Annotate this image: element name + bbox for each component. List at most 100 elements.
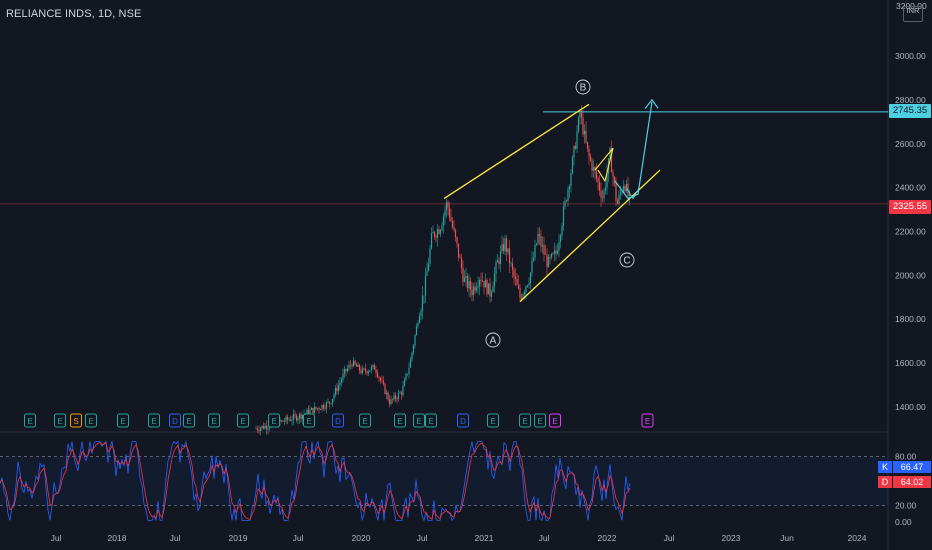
event-marker-d[interactable]: D — [333, 414, 344, 427]
event-marker-text: E — [57, 417, 62, 426]
event-marker-text: E — [428, 417, 433, 426]
time-axis-tick: 2018 — [108, 533, 127, 543]
candle-body — [501, 244, 502, 251]
candle-body — [327, 402, 328, 403]
event-marker-s[interactable]: S — [71, 414, 82, 427]
candle-body — [468, 281, 469, 288]
candle-body — [486, 280, 487, 294]
candle-body — [564, 200, 565, 206]
candle-body — [375, 370, 376, 373]
event-marker-e[interactable]: E — [209, 414, 220, 427]
candle-body — [285, 417, 286, 422]
candle-body — [296, 415, 297, 420]
candle-body — [339, 382, 340, 385]
candle-body — [626, 184, 627, 191]
event-marker-d[interactable]: D — [170, 414, 181, 427]
event-marker-e[interactable]: E — [395, 414, 406, 427]
candle-body — [579, 113, 580, 117]
candle-body — [287, 417, 288, 420]
candle-body — [542, 245, 543, 246]
event-marker-text: E — [120, 417, 125, 426]
event-marker-e[interactable]: E — [426, 414, 437, 427]
time-axis-tick: Jul — [664, 533, 675, 543]
event-marker-e[interactable]: E — [520, 414, 531, 427]
event-marker-e[interactable]: E — [118, 414, 129, 427]
candle-body — [449, 208, 450, 217]
event-marker-e[interactable]: E — [238, 414, 249, 427]
candle-body — [380, 378, 381, 380]
candle-body — [416, 326, 417, 335]
candle-body — [455, 230, 456, 237]
price-axis-tick: 1800.00 — [895, 314, 926, 324]
event-marker-e[interactable]: E — [86, 414, 97, 427]
event-marker-text: D — [172, 417, 178, 426]
candle-body — [269, 427, 270, 428]
candle-body — [458, 244, 459, 258]
wave-label-c: C — [623, 256, 630, 267]
candle-body — [521, 298, 522, 299]
candle-body — [600, 190, 601, 197]
event-marker-e[interactable]: E — [149, 414, 160, 427]
currency-badge[interactable]: INR — [903, 6, 923, 22]
candle-body — [467, 276, 468, 288]
candle-body — [324, 408, 325, 409]
candle-body — [474, 287, 475, 291]
event-marker-text: E — [537, 417, 542, 426]
candle-body — [404, 380, 405, 386]
event-marker-d[interactable]: D — [458, 414, 469, 427]
candle-body — [342, 374, 343, 380]
candle-body — [447, 202, 448, 208]
event-marker-future[interactable]: E — [642, 414, 653, 427]
event-marker-e[interactable]: E — [25, 414, 36, 427]
candle-body — [360, 370, 361, 373]
candle-body — [582, 117, 583, 134]
candle-body — [440, 230, 441, 234]
price-axis-tick: 2400.00 — [895, 183, 926, 193]
candle-body — [405, 374, 406, 380]
candle-body — [624, 186, 625, 191]
candle-body — [333, 395, 334, 399]
candle-body — [477, 286, 478, 288]
candle-body — [312, 408, 313, 413]
candle-body — [401, 393, 402, 395]
event-marker-e[interactable]: E — [184, 414, 195, 427]
event-marker-e[interactable]: E — [488, 414, 499, 427]
candle-body — [537, 234, 538, 244]
time-axis-tick: 2023 — [722, 533, 741, 543]
candle-body — [578, 117, 579, 132]
event-marker-e[interactable]: E — [550, 414, 561, 427]
candle-body — [257, 429, 258, 430]
candle-body — [378, 377, 379, 378]
candle-body — [383, 381, 384, 384]
candle-body — [629, 194, 630, 196]
candle-body — [536, 243, 537, 245]
candle-body — [411, 352, 412, 359]
candle-body — [314, 407, 315, 413]
price-axis-tick: 3000.00 — [895, 51, 926, 61]
candle-body — [284, 421, 285, 422]
price-axis-tick: 1600.00 — [895, 358, 926, 368]
candle-body — [459, 257, 460, 258]
symbol-title[interactable]: RELIANCE INDS, 1D, NSE — [6, 8, 141, 20]
event-marker-e[interactable]: E — [269, 414, 280, 427]
candle-body — [599, 182, 600, 190]
candle-body — [353, 361, 354, 367]
candle-body — [533, 258, 534, 261]
candle-body — [426, 271, 427, 276]
event-marker-e[interactable]: E — [360, 414, 371, 427]
candle-body — [371, 367, 372, 371]
candle-body — [408, 368, 409, 374]
event-marker-e[interactable]: E — [414, 414, 425, 427]
event-marker-e[interactable]: E — [55, 414, 66, 427]
candle-body — [548, 257, 549, 267]
event-marker-e[interactable]: E — [304, 414, 315, 427]
event-marker-e[interactable]: E — [535, 414, 546, 427]
wave-label-a: A — [490, 336, 497, 347]
time-axis-tick: Jul — [170, 533, 181, 543]
candle-body — [261, 426, 262, 428]
event-marker-text: E — [240, 417, 245, 426]
candle-body — [389, 400, 390, 404]
candle-body — [437, 229, 438, 237]
